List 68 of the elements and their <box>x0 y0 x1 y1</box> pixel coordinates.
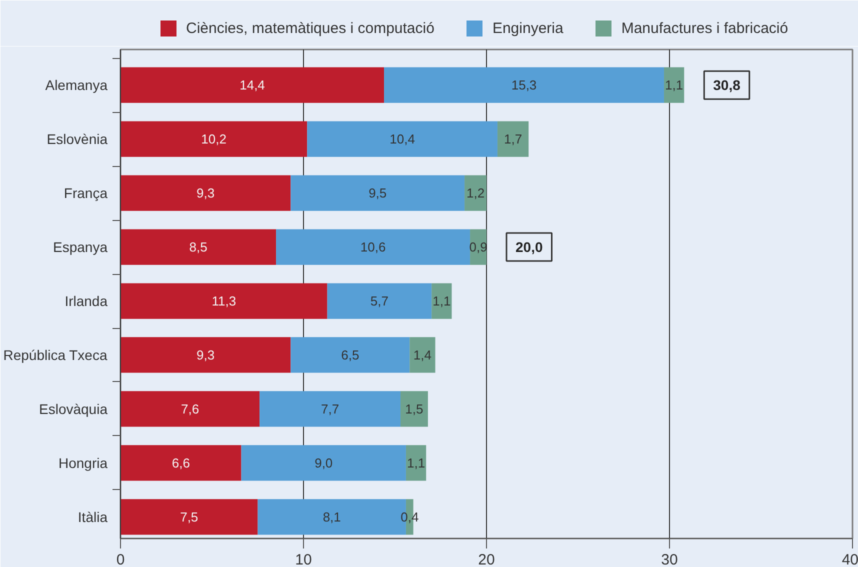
bar <box>464 175 486 211</box>
bar <box>260 391 400 427</box>
bar <box>307 121 498 157</box>
bar <box>120 337 291 373</box>
x-tick-label: 40 <box>842 552 858 567</box>
bar <box>241 445 406 481</box>
y-tick-label: Itàlia <box>78 508 108 525</box>
bar <box>290 175 465 211</box>
bar <box>120 175 291 211</box>
y-tick-label: França <box>64 185 108 202</box>
y-tick-label: Irlanda <box>64 293 108 310</box>
y-tick-label: Alemanya <box>45 77 108 94</box>
data-label: 6,5 <box>341 347 360 362</box>
bar <box>400 391 428 427</box>
bar <box>120 499 258 535</box>
y-tick-label: República Txeca <box>3 346 108 363</box>
data-label: 15,3 <box>511 78 537 93</box>
x-tick-label: 20 <box>478 552 495 567</box>
bar <box>120 283 328 319</box>
data-label: 9,3 <box>196 347 215 362</box>
data-label: 11,3 <box>212 294 236 309</box>
bar <box>432 283 452 319</box>
data-label: 5,7 <box>370 294 388 309</box>
data-label: 10,6 <box>360 240 386 255</box>
bar <box>120 445 242 481</box>
data-label: 6,6 <box>172 455 190 470</box>
legend-label: Manufactures i fabricació <box>621 20 788 36</box>
data-label: 7,7 <box>321 401 340 416</box>
bar <box>120 391 260 427</box>
y-tick-label: Hongria <box>58 454 108 471</box>
data-label: 7,6 <box>181 401 200 416</box>
data-label: 8,1 <box>322 509 341 524</box>
bar <box>120 121 308 157</box>
y-tick-label: Espanya <box>53 239 108 256</box>
data-label: 8,5 <box>189 240 208 255</box>
data-label: 10,4 <box>390 132 415 147</box>
data-label: 1,5 <box>405 401 424 416</box>
bar <box>120 67 384 103</box>
bar <box>384 67 664 103</box>
data-label: 10,2 <box>201 132 226 147</box>
data-label: 1,7 <box>504 132 522 147</box>
bar <box>406 445 426 481</box>
bar <box>120 229 276 265</box>
data-label: 9,5 <box>368 186 387 201</box>
data-label: 9,0 <box>314 455 333 470</box>
bar <box>497 121 529 157</box>
data-label: 1,2 <box>466 186 485 201</box>
bar <box>276 229 470 265</box>
legend-label: Ciències, matemàtiques i computació <box>186 20 434 36</box>
bar <box>290 337 410 373</box>
bar <box>664 67 684 103</box>
x-tick-label: 10 <box>295 552 312 567</box>
y-tick-label: Eslovàquia <box>39 400 108 417</box>
x-tick-label: 30 <box>661 552 678 567</box>
data-label: 7,5 <box>180 509 198 524</box>
bar <box>410 337 436 373</box>
total-label: 30,8 <box>713 77 741 94</box>
bar <box>327 283 432 319</box>
x-tick-label: 0 <box>116 552 125 567</box>
data-label: 9,3 <box>196 186 215 201</box>
total-label: 20,0 <box>516 239 543 256</box>
data-label: 1,1 <box>665 78 684 93</box>
data-label: 14,4 <box>240 78 265 93</box>
legend-label: Enginyeria <box>492 20 564 36</box>
y-tick-label: Eslovènia <box>46 131 108 148</box>
data-label: 1,4 <box>413 347 432 362</box>
data-label: 1,1 <box>432 294 451 309</box>
data-label: 1,1 <box>407 455 426 470</box>
